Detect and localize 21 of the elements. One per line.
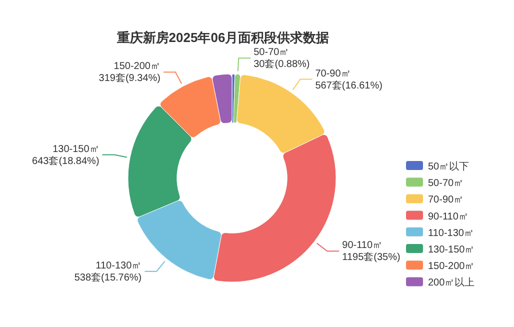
legend-label: 200㎡以上: [428, 276, 475, 289]
slice-label: 90-110㎡: [342, 240, 383, 252]
legend-label: 150-200㎡: [428, 261, 475, 272]
legend-label: 70-90㎡: [428, 194, 464, 206]
legend-label: 130-150㎡: [428, 244, 475, 256]
data-label: 538套(15.76%): [74, 271, 142, 284]
legend-label: 110-130㎡: [428, 228, 474, 239]
legend-label: 50-70㎡: [428, 178, 464, 190]
data-label: 1195套(35%): [342, 251, 400, 264]
slice-label: 130-150㎡: [52, 144, 100, 155]
legend-label: 50㎡以下: [428, 160, 470, 172]
data-label: 319套(9.34%): [98, 72, 160, 84]
slice-label: 150-200㎡: [114, 61, 160, 72]
data-label: 643套(18.84%): [32, 154, 100, 167]
slice-label: 110-130㎡: [96, 260, 142, 272]
legend-label: 90-110㎡: [428, 211, 468, 222]
chart-title: 重庆新房2025年06月面积段供求数据: [116, 30, 330, 45]
data-label: 567套(16.61%): [315, 79, 382, 92]
data-label: 30套(0.88%): [254, 58, 310, 70]
slice-label: 70-90㎡: [315, 68, 351, 80]
slice-label: 50-70㎡: [254, 47, 290, 58]
